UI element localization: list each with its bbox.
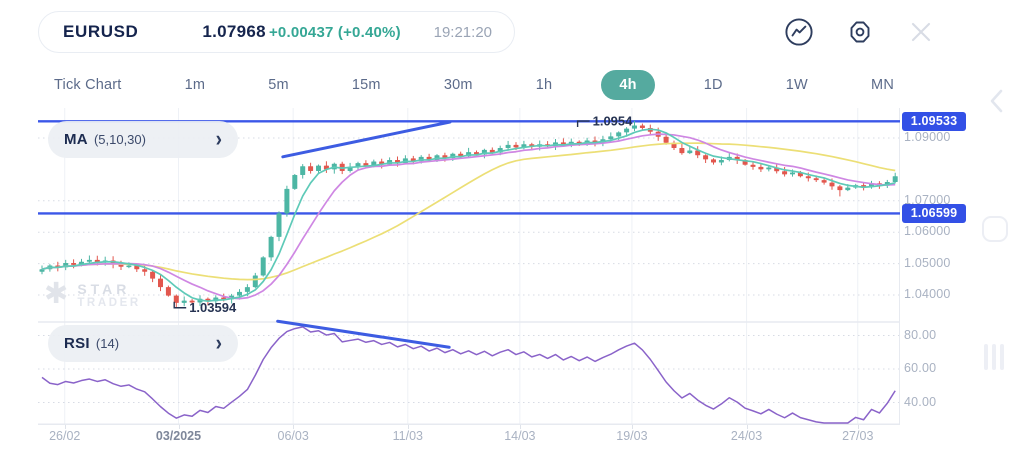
chart-type-icon[interactable] bbox=[783, 16, 815, 48]
price-axis-label: 1.04000 bbox=[904, 287, 951, 301]
date-axis-tick bbox=[746, 425, 748, 429]
low-annotation: 1.03594 bbox=[173, 300, 237, 315]
timeframe-tab-1h[interactable]: 1h bbox=[522, 70, 567, 100]
timeframe-tab-4h[interactable]: 4h bbox=[601, 70, 655, 100]
date-axis-tick bbox=[519, 425, 521, 429]
date-axis-label: 03/2025 bbox=[155, 429, 202, 443]
timeframe-tab-15m[interactable]: 15m bbox=[338, 70, 395, 100]
main-trendline[interactable] bbox=[281, 120, 452, 159]
ma-indicator-button[interactable]: MA (5,10,30) › bbox=[48, 121, 238, 158]
date-axis-tick bbox=[178, 425, 180, 429]
symbol-summary-pill[interactable]: EURUSD 1.07968 +0.00437 (+0.40%) 19:21:2… bbox=[38, 11, 515, 53]
date-axis-label: 26/02 bbox=[49, 429, 81, 443]
drag-handle-icon[interactable] bbox=[984, 344, 1004, 370]
price-axis-label: 1.09000 bbox=[904, 130, 951, 144]
date-axis-tick bbox=[857, 425, 859, 429]
timeframe-tab-1d[interactable]: 1D bbox=[690, 70, 737, 100]
date-axis-label: 19/03 bbox=[616, 429, 648, 443]
date-axis-label: 06/03 bbox=[277, 429, 309, 443]
ma30-line bbox=[41, 142, 896, 281]
date-axis: 26/02 03/2025 06/03 11/03 14/03 19/03 24/03 27/… bbox=[38, 425, 900, 451]
price-change: +0.00437 (+0.40%) bbox=[268, 23, 401, 41]
price-axis-label: 1.06000 bbox=[904, 224, 951, 239]
ma5-line bbox=[41, 128, 896, 303]
current-price: 1.07968 bbox=[202, 22, 266, 41]
rsi-indicator-button[interactable]: RSI (14) › bbox=[48, 325, 238, 362]
timeframe-tab-1w[interactable]: 1W bbox=[772, 70, 822, 100]
price-level-badge: 1.09533 bbox=[902, 111, 966, 131]
timeframe-tab-30m[interactable]: 30m bbox=[430, 70, 487, 100]
ma-label: MA bbox=[64, 131, 88, 148]
timeframe-tab-mn[interactable]: MN bbox=[857, 70, 908, 100]
timeframe-tabs: Tick Chart 1m 5m 15m 30m 1h 4h 1D 1W MN bbox=[40, 70, 908, 100]
server-time: 19:21:20 bbox=[433, 23, 492, 41]
price-level-badge: 1.06599 bbox=[902, 203, 966, 223]
date-axis-label: 14/03 bbox=[504, 429, 536, 443]
chevron-right-icon: › bbox=[215, 127, 222, 152]
timeframe-tab-tick-chart[interactable]: Tick Chart bbox=[40, 70, 136, 100]
rsi-axis-label: 80.00 bbox=[904, 327, 937, 342]
chevron-right-icon: › bbox=[215, 331, 222, 356]
rsi-line bbox=[41, 326, 896, 424]
svg-text:1.0954: 1.0954 bbox=[593, 114, 634, 129]
panel-toggle-icon[interactable] bbox=[982, 216, 1008, 242]
close-icon[interactable] bbox=[905, 16, 937, 48]
date-axis-label: 27/03 bbox=[842, 429, 874, 443]
rsi-trendline[interactable] bbox=[276, 319, 451, 349]
date-axis-label: 11/03 bbox=[392, 429, 423, 443]
ma10-line bbox=[41, 133, 896, 300]
price-axis: 1.09000 1.07000 1.06000 1.05000 1.04000 80.00… bbox=[902, 108, 980, 425]
chart-area[interactable]: 1.0954 1.03594 bbox=[38, 108, 900, 425]
timeframe-tab-5m[interactable]: 5m bbox=[254, 70, 303, 100]
settings-icon[interactable] bbox=[844, 16, 876, 48]
ma-params: (5,10,30) bbox=[93, 132, 146, 147]
price-axis-label: 1.07000 bbox=[904, 192, 951, 207]
date-axis-tick bbox=[64, 425, 66, 429]
rsi-label: RSI bbox=[64, 335, 90, 352]
high-annotation: 1.0954 bbox=[576, 114, 634, 129]
collapse-panel-icon[interactable] bbox=[986, 88, 1008, 119]
rsi-axis-label: 60.00 bbox=[904, 361, 937, 375]
date-axis-label: 24/03 bbox=[730, 429, 763, 443]
svg-text:1.03594: 1.03594 bbox=[189, 300, 237, 315]
date-axis-tick bbox=[293, 425, 295, 429]
symbol-name: EURUSD bbox=[63, 22, 139, 41]
topbar-icons bbox=[783, 16, 937, 48]
price-axis-label: 1.05000 bbox=[904, 255, 951, 270]
price-chart-canvas: 1.0954 1.03594 bbox=[38, 108, 900, 425]
date-axis-tick bbox=[631, 425, 633, 429]
timeframe-tab-1m[interactable]: 1m bbox=[171, 70, 220, 100]
date-axis-tick bbox=[407, 425, 409, 429]
rsi-params: (14) bbox=[95, 336, 120, 351]
rsi-axis-label: 40.00 bbox=[904, 394, 937, 409]
